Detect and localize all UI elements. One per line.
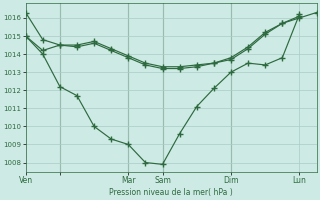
X-axis label: Pression niveau de la mer( hPa ): Pression niveau de la mer( hPa ): [109, 188, 233, 197]
